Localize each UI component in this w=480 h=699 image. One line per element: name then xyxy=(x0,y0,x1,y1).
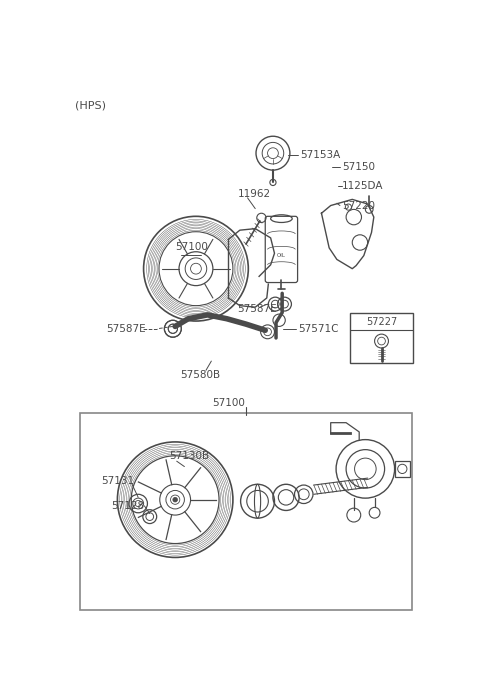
Text: 57227: 57227 xyxy=(366,317,397,327)
Text: 57100: 57100 xyxy=(213,398,245,408)
Text: 57128: 57128 xyxy=(111,501,144,511)
Bar xyxy=(81,413,411,610)
Text: 57100: 57100 xyxy=(175,242,208,252)
Text: (HPS): (HPS) xyxy=(75,101,106,111)
Circle shape xyxy=(173,498,178,502)
Text: 57587E: 57587E xyxy=(106,324,145,333)
Text: 57571C: 57571C xyxy=(299,324,339,333)
Text: 57153A: 57153A xyxy=(300,150,340,159)
Text: 57131: 57131 xyxy=(101,476,134,487)
Bar xyxy=(395,461,410,477)
Text: 57580B: 57580B xyxy=(180,370,221,380)
Text: 57130B: 57130B xyxy=(169,451,209,461)
Text: 1125DA: 1125DA xyxy=(342,180,384,191)
Bar xyxy=(350,313,413,363)
Text: 57587E: 57587E xyxy=(237,305,276,315)
Text: 57220: 57220 xyxy=(342,201,375,210)
Text: 57150: 57150 xyxy=(342,162,375,172)
Text: 11962: 11962 xyxy=(238,189,271,199)
Text: OIL: OIL xyxy=(277,253,286,258)
